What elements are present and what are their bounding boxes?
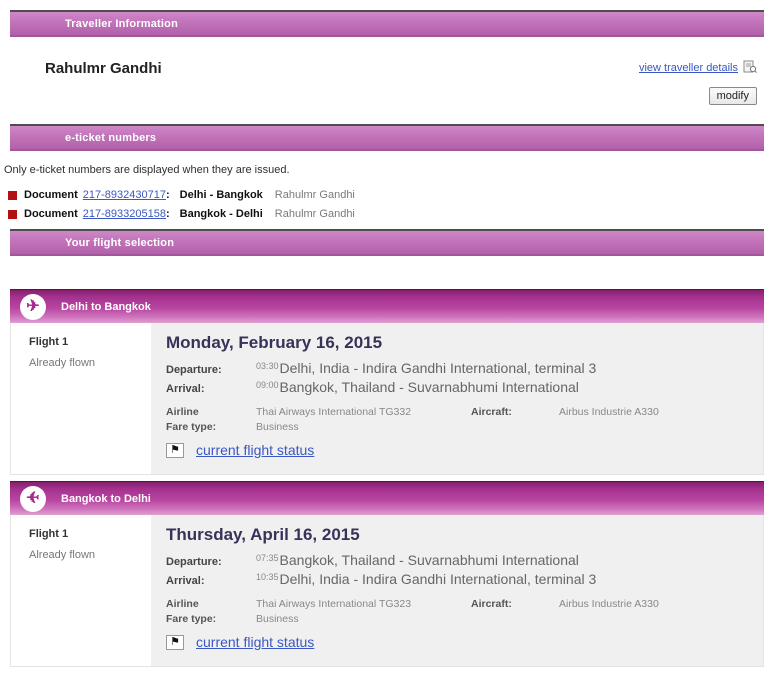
document-passenger: Rahulmr Gandhi — [274, 189, 355, 201]
document-route: Bangkok - Delhi — [179, 208, 263, 220]
flight-section-bangkok-delhi: ✈ Bangkok to Delhi Flight 1 Already flow… — [0, 481, 771, 667]
flight-status-row: ⚑ current flight status — [166, 442, 748, 458]
flight-date: Thursday, April 16, 2015 — [166, 525, 360, 544]
flight-summary-column: Flight 1 Already flown — [11, 515, 151, 666]
flight-route-header: ✈ Delhi to Bangkok — [10, 289, 764, 323]
flight-details-panel: Flight 1 Already flown Monday, February … — [10, 323, 764, 475]
airline-label: Airline — [166, 406, 199, 418]
view-traveller-details-label: view traveller details — [638, 62, 738, 74]
fare-type-value: Business — [256, 613, 299, 625]
arrival-time: 10:35 — [256, 572, 279, 582]
flight-details-panel: Flight 1 Already flown Thursday, April 1… — [10, 515, 764, 667]
flight-route-title: Bangkok to Delhi — [61, 492, 151, 505]
aircraft-value: Airbus Industrie A330 — [559, 406, 659, 418]
eticket-note: Only e-ticket numbers are displayed when… — [4, 164, 290, 176]
flight-status-row: ⚑ current flight status — [166, 634, 748, 650]
departure-label: Departure: — [166, 364, 222, 376]
document-row: Document 217-8933205158 : Bangkok - Delh… — [0, 205, 771, 224]
arrival-row: Arrival: 09:00 Bangkok, Thailand - Suvar… — [166, 379, 748, 395]
document-colon: : — [165, 189, 170, 201]
airline-label: Airline — [166, 598, 199, 610]
flight-date: Monday, February 16, 2015 — [166, 333, 383, 352]
document-passenger: Rahulmr Gandhi — [274, 208, 355, 220]
departure-time: 07:35 — [256, 553, 279, 563]
fare-type-label: Fare type: — [166, 421, 217, 433]
view-traveller-details-link[interactable]: view traveller details — [639, 60, 757, 76]
departure-label: Departure: — [166, 556, 222, 568]
eticket-numbers-header: e-ticket numbers — [10, 124, 764, 151]
arrival-time: 09:00 — [256, 380, 279, 390]
document-label: Document — [24, 208, 78, 220]
aircraft-label: Aircraft: — [471, 406, 512, 418]
document-number-link[interactable]: 217-8933205158 — [82, 208, 166, 220]
departure-location: Delhi, India - Indira Gandhi Internation… — [279, 360, 597, 376]
traveller-name: Rahulmr Gandhi — [45, 60, 162, 77]
flight-route-title: Delhi to Bangkok — [61, 300, 151, 313]
current-flight-status-link[interactable]: current flight status — [196, 442, 315, 458]
flag-icon: ⚑ — [166, 442, 184, 458]
red-square-bullet-icon — [8, 210, 17, 219]
traveller-row: Rahulmr Gandhi view traveller details — [0, 37, 771, 77]
departure-location: Bangkok, Thailand - Suvarnabhumi Interna… — [279, 552, 579, 568]
flight-meta: Airline Thai Airways International TG323… — [166, 598, 748, 625]
document-route: Delhi - Bangkok — [179, 189, 263, 201]
current-flight-status-link[interactable]: current flight status — [196, 634, 315, 650]
departure-row: Departure: 07:35 Bangkok, Thailand - Suv… — [166, 552, 748, 568]
flag-icon: ⚑ — [166, 634, 184, 650]
red-square-bullet-icon — [8, 191, 17, 200]
arrival-location: Bangkok, Thailand - Suvarnabhumi Interna… — [279, 379, 579, 395]
modify-button[interactable]: modify — [708, 87, 757, 105]
airline-value: Thai Airways International TG323 — [256, 598, 412, 610]
document-row: Document 217-8932430717 : Delhi - Bangko… — [0, 186, 771, 205]
your-flight-selection-header: Your flight selection — [10, 229, 764, 256]
airplane-left-icon: ✈ — [20, 485, 46, 512]
arrival-label: Arrival: — [166, 575, 205, 587]
departure-time: 03:30 — [256, 361, 279, 371]
traveller-information-title: Traveller Information — [65, 17, 179, 30]
flight-route-header: ✈ Bangkok to Delhi — [10, 481, 764, 515]
eticket-numbers-title: e-ticket numbers — [65, 131, 157, 144]
flight-meta: Airline Thai Airways International TG332… — [166, 406, 748, 433]
fare-type-value: Business — [256, 421, 299, 433]
arrival-location: Delhi, India - Indira Gandhi Internation… — [279, 571, 597, 587]
flight-number-label: Flight 1 — [29, 528, 69, 540]
fare-type-label: Fare type: — [166, 613, 217, 625]
document-colon: : — [165, 208, 170, 220]
modify-row: modify — [0, 77, 771, 120]
flight-detail-main: Thursday, April 16, 2015 Departure: 07:3… — [151, 515, 763, 666]
aircraft-value: Airbus Industrie A330 — [559, 598, 659, 610]
arrival-label: Arrival: — [166, 383, 205, 395]
flight-summary-column: Flight 1 Already flown — [11, 323, 151, 474]
departure-row: Departure: 03:30 Delhi, India - Indira G… — [166, 360, 748, 376]
aircraft-label: Aircraft: — [471, 598, 512, 610]
traveller-details-icon — [743, 60, 757, 76]
flight-flown-status: Already flown — [29, 357, 96, 369]
arrival-row: Arrival: 10:35 Delhi, India - Indira Gan… — [166, 571, 748, 587]
flight-flown-status: Already flown — [29, 549, 96, 561]
flight-section-delhi-bangkok: ✈ Delhi to Bangkok Flight 1 Already flow… — [0, 289, 771, 475]
flight-number-label: Flight 1 — [29, 336, 69, 348]
flight-detail-main: Monday, February 16, 2015 Departure: 03:… — [151, 323, 763, 474]
document-number-link[interactable]: 217-8932430717 — [82, 189, 166, 201]
airplane-right-icon: ✈ — [20, 293, 46, 320]
your-flight-selection-title: Your flight selection — [65, 236, 175, 249]
airline-value: Thai Airways International TG332 — [256, 406, 412, 418]
document-label: Document — [24, 189, 78, 201]
traveller-information-header: Traveller Information — [10, 10, 764, 37]
